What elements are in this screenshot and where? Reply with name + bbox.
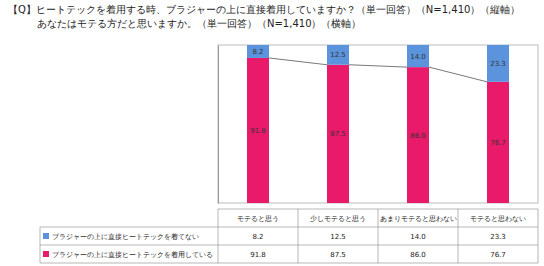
category-label: あまりモテると思わない (380, 215, 457, 223)
data-table: モテると思う 少しモテると思う あまりモテると思わない モテると思わないブラジャーの上… (40, 209, 538, 263)
legend-label: ブラジャーの上に直接ヒートテックを着用している (52, 251, 213, 259)
table-line (40, 245, 538, 246)
table-line (538, 209, 539, 263)
data-label: 12.5 (330, 51, 346, 59)
chart: 【Q】ヒートテックを着用する時、ブラジャーの上に直接着用していますか？（単一回答… (0, 0, 544, 266)
legend-swatch (43, 251, 49, 257)
data-labels: 91.8 8.2 87.5 12.5 86.0 14.0 76.7 23.3 (250, 48, 506, 147)
bars (247, 45, 509, 203)
bar-segment (247, 58, 269, 203)
table-value: 91.8 (250, 251, 266, 259)
table-value: 8.2 (252, 233, 263, 241)
data-label: 14.0 (410, 53, 426, 61)
series-line (269, 58, 327, 65)
table-value: 76.7 (490, 251, 506, 259)
data-label: 91.8 (250, 127, 266, 135)
bar-segment (327, 45, 349, 65)
subtitle: あなたはモテる方だと思いますか。（単一回答）（N=1,410）（横軸） (37, 18, 362, 29)
legend-swatch (43, 233, 49, 239)
category-label: モテると思わない (470, 215, 526, 223)
y-axis (218, 46, 219, 204)
data-label: 86.0 (410, 132, 426, 140)
series-line (349, 65, 407, 67)
series-line (429, 67, 487, 82)
category-label: モテると思う (237, 215, 279, 223)
bar-segment (247, 45, 269, 58)
table-value: 14.0 (410, 233, 426, 241)
table-line (218, 209, 219, 263)
table-line (40, 227, 41, 263)
table-value: 87.5 (330, 251, 346, 259)
bar-segment (407, 67, 429, 203)
table-line (458, 209, 459, 263)
table-line (378, 209, 379, 263)
table-line (40, 227, 538, 228)
title: 【Q】ヒートテックを着用する時、ブラジャーの上に直接着用していますか？（単一回答… (8, 4, 520, 15)
data-label: 87.5 (330, 130, 346, 138)
table-line (40, 263, 538, 264)
bar-segment (487, 45, 509, 82)
bar-segment (487, 82, 509, 203)
y-axis-line (218, 46, 219, 204)
data-label: 76.7 (490, 139, 506, 147)
category-label: 少しモテると思う (310, 215, 366, 223)
table-value: 86.0 (410, 251, 426, 259)
table-value: 23.3 (490, 233, 506, 241)
data-label: 23.3 (490, 60, 506, 68)
plot-frame (218, 45, 538, 203)
table-line (298, 209, 299, 263)
data-label: 8.2 (252, 48, 263, 56)
legend-label: ブラジャーの上に直接ヒートテックを着てない (52, 233, 199, 241)
table-value: 12.5 (330, 233, 346, 241)
bar-segment (407, 45, 429, 67)
bar-segment (327, 65, 349, 203)
